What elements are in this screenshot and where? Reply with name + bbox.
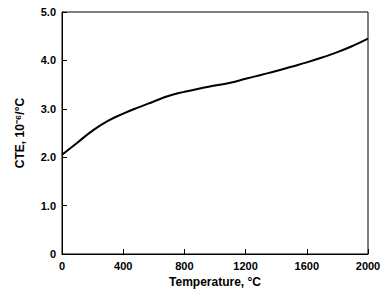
svg-text:1.0: 1.0 xyxy=(41,200,56,212)
svg-text:4.0: 4.0 xyxy=(41,54,56,66)
svg-text:400: 400 xyxy=(114,260,132,272)
svg-text:3.0: 3.0 xyxy=(41,103,56,115)
svg-text:2000: 2000 xyxy=(356,260,380,272)
svg-text:Temperature, °C: Temperature, °C xyxy=(169,275,261,289)
svg-text:1200: 1200 xyxy=(233,260,257,272)
svg-text:800: 800 xyxy=(175,260,193,272)
svg-text:CTE, 10⁻⁶/°C: CTE, 10⁻⁶/°C xyxy=(13,97,27,168)
svg-text:0: 0 xyxy=(59,260,65,272)
svg-text:2.0: 2.0 xyxy=(41,151,56,163)
svg-text:1600: 1600 xyxy=(295,260,319,272)
svg-text:5.0: 5.0 xyxy=(41,6,56,18)
svg-text:0: 0 xyxy=(50,248,56,260)
